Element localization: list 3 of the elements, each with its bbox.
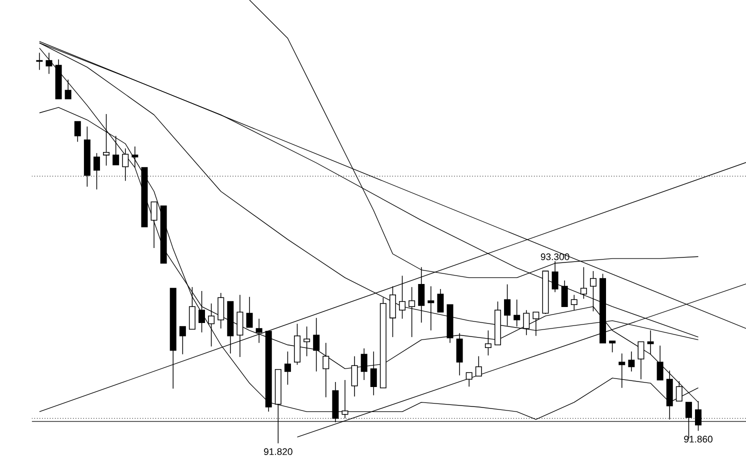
annotation: 91.820: [264, 448, 292, 456]
annotation: 91.860: [684, 436, 712, 443]
annotation: 93.300: [540, 253, 570, 260]
